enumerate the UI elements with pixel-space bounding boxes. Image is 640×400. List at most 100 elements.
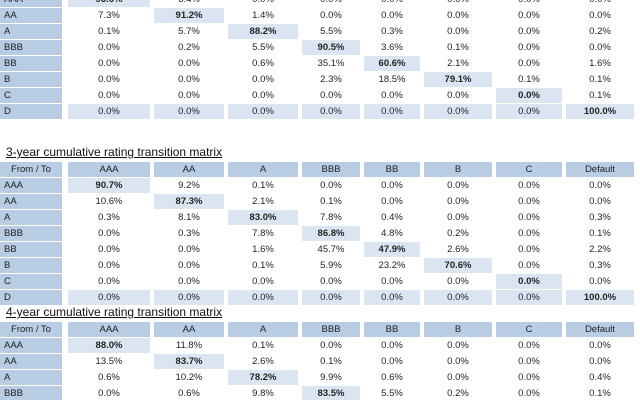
table-row: BB 0.0% 0.0% 1.6% 45.7% 47.9% 2.6% 0.0% 2.2% <box>0 242 640 258</box>
row-label: A <box>0 370 62 385</box>
cell-bbb: 5.9% <box>320 260 342 271</box>
cell-bb: 18.5% <box>378 74 406 85</box>
cell-default: 0.0% <box>589 276 611 287</box>
header-b: B <box>424 322 492 337</box>
cell-bb: 0.0% <box>381 90 403 101</box>
cell-a: 2.6% <box>252 356 274 367</box>
cell-default: 0.1% <box>589 74 611 85</box>
cell-bbb: 0.0% <box>320 180 342 191</box>
cell-a: 0.0% <box>228 104 298 119</box>
cell-aaa: 88.0% <box>68 338 150 353</box>
cell-bbb: 9.9% <box>320 372 342 383</box>
cell-bb: 23.2% <box>378 260 406 271</box>
cell-bbb: 2.3% <box>320 74 342 85</box>
cell-aaa: 0.0% <box>98 260 120 271</box>
cell-default: 0.0% <box>566 0 634 7</box>
cell-default: 0.0% <box>589 42 611 53</box>
row-label: A <box>0 24 62 39</box>
cell-bbb: 0.0% <box>320 276 342 287</box>
cell-c: 0.0% <box>496 0 562 7</box>
cell-default: 0.1% <box>589 90 611 101</box>
header-a: A <box>228 162 298 177</box>
cell-a: 0.1% <box>252 180 274 191</box>
cell-a: 0.0% <box>252 90 274 101</box>
cell-bb: 0.0% <box>364 290 420 305</box>
cell-aa: 5.7% <box>178 26 200 37</box>
cell-bbb: 7.8% <box>320 212 342 223</box>
cell-bb: 0.3% <box>381 26 403 37</box>
header-a: A <box>228 322 298 337</box>
cell-default: 100.0% <box>566 290 634 305</box>
cell-bb: 0.6% <box>381 372 403 383</box>
transition-matrix-table: From / To AAA AA A BBB BB B C Default AAA 90.7% 9.2… <box>0 162 640 306</box>
cell-a: 78.2% <box>228 370 298 385</box>
cell-aaa: 10.6% <box>95 196 123 207</box>
cell-bbb: 90.5% <box>302 40 360 55</box>
row-label: BBB <box>0 386 62 400</box>
table-row: AAA 88.0% 11.8% 0.1% 0.0% 0.0% 0.0% 0.0% 0.0% <box>0 338 640 354</box>
cell-c: 0.0% <box>496 290 562 305</box>
cell-aaa: 13.5% <box>95 356 123 367</box>
cell-aaa: 0.6% <box>98 372 120 383</box>
cell-aaa: 0.0% <box>98 42 120 53</box>
cell-b: 2.6% <box>447 244 469 255</box>
table-row: AA 10.6% 87.3% 2.1% 0.1% 0.0% 0.0% 0.0% 0.0% <box>0 194 640 210</box>
cell-c: 0.0% <box>518 10 540 21</box>
cell-aaa: 7.3% <box>98 10 120 21</box>
cell-aa: 0.0% <box>178 244 200 255</box>
row-label: D <box>0 104 62 119</box>
cell-c: 0.1% <box>518 74 540 85</box>
cell-aaa: 90.7% <box>68 178 150 193</box>
cell-b: 70.6% <box>424 258 492 273</box>
cell-default: 0.0% <box>589 340 611 351</box>
cell-aa: 0.0% <box>178 74 200 85</box>
cell-bb: 4.8% <box>381 228 403 239</box>
cell-a: 0.1% <box>252 260 274 271</box>
cell-a: 0.0% <box>252 74 274 85</box>
cell-bbb: 0.0% <box>302 0 360 7</box>
header-aa: AA <box>154 322 224 337</box>
cell-bb: 0.0% <box>381 356 403 367</box>
cell-default: 0.3% <box>589 212 611 223</box>
cell-b: 0.1% <box>447 42 469 53</box>
row-label: C <box>0 88 62 103</box>
cell-c: 0.0% <box>518 388 540 399</box>
cell-aa: 8.1% <box>178 212 200 223</box>
row-label: BB <box>0 242 62 257</box>
matrix-title: 4-year cumulative rating transition matr… <box>6 305 223 319</box>
cell-aa: 0.2% <box>178 42 200 53</box>
cell-a: 5.5% <box>252 42 274 53</box>
cell-aaa: 0.0% <box>98 244 120 255</box>
table-row: A 0.3% 8.1% 83.0% 7.8% 0.4% 0.0% 0.0% 0.3% <box>0 210 640 226</box>
cell-default: 0.3% <box>589 260 611 271</box>
table-row: AAA 93.6% 6.4% 0.0% 0.0% 0.0% 0.0% 0.0% 0.0% <box>0 0 640 8</box>
cell-c: 0.0% <box>496 88 562 103</box>
header-default: Default <box>566 162 634 177</box>
cell-c: 0.0% <box>496 274 562 289</box>
row-label: B <box>0 72 62 87</box>
cell-a: 0.0% <box>228 290 298 305</box>
row-label: C <box>0 274 62 289</box>
cell-b: 2.1% <box>447 58 469 69</box>
cell-default: 0.1% <box>589 388 611 399</box>
cell-aaa: 0.0% <box>98 388 120 399</box>
cell-bbb: 0.0% <box>320 340 342 351</box>
header-b: B <box>424 162 492 177</box>
row-label: AA <box>0 354 62 369</box>
cell-a: 9.8% <box>252 388 274 399</box>
cell-aa: 0.6% <box>178 388 200 399</box>
table-row: A 0.6% 10.2% 78.2% 9.9% 0.6% 0.0% 0.0% 0.4% <box>0 370 640 386</box>
cell-aa: 6.4% <box>154 0 224 7</box>
cell-bb: 5.5% <box>381 388 403 399</box>
header-bb: BB <box>364 162 420 177</box>
cell-b: 0.0% <box>447 180 469 191</box>
cell-b: 0.0% <box>447 356 469 367</box>
header-bbb: BBB <box>302 162 360 177</box>
cell-bbb: 0.0% <box>302 104 360 119</box>
header-c: C <box>496 322 562 337</box>
cell-aaa: 0.0% <box>68 290 150 305</box>
cell-a: 1.6% <box>252 244 274 255</box>
cell-a: 0.1% <box>252 340 274 351</box>
cell-aa: 0.0% <box>154 290 224 305</box>
cell-bbb: 83.5% <box>302 386 360 400</box>
